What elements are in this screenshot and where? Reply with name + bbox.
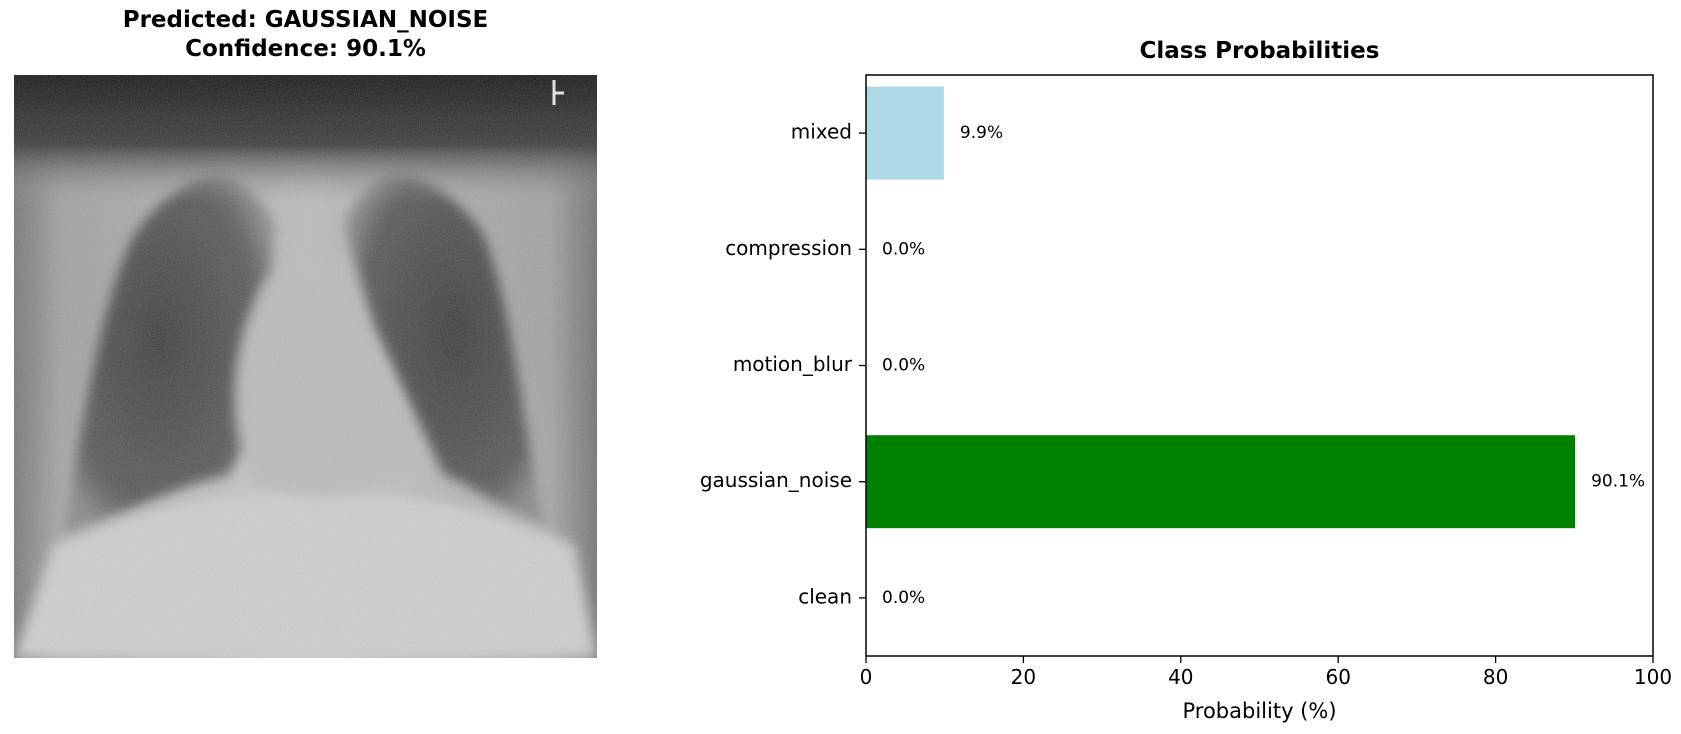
plot-frame (865, 74, 1654, 657)
x-tick-label-80: 80 (1483, 665, 1508, 689)
value-label-mixed: 9.9% (960, 123, 1003, 143)
chart-title: Class Probabilities (1139, 38, 1380, 64)
x-tick-label-20: 20 (1011, 665, 1036, 689)
y-tick-label-mixed: mixed (791, 120, 852, 144)
x-tick-label-40: 40 (1168, 665, 1193, 689)
x-axis-label: Probability (%) (1182, 699, 1336, 723)
predicted-class-label: Predicted: GAUSSIAN_NOISE (122, 7, 489, 33)
y-tick-label-clean: clean (798, 584, 852, 608)
value-label-gaussian_noise: 90.1% (1591, 472, 1645, 492)
value-label-clean: 0.0% (882, 588, 925, 608)
chest-xray-image (14, 75, 597, 658)
x-tick-label-100: 100 (1634, 665, 1672, 689)
x-tick-label-60: 60 (1325, 665, 1350, 689)
x-tick-label-0: 0 (860, 665, 873, 689)
bar-gaussian_noise (866, 435, 1576, 529)
y-tick-label-compression: compression (725, 236, 852, 260)
y-tick-label-motion_blur: motion_blur (733, 352, 853, 376)
y-tick-label-gaussian_noise: gaussian_noise (700, 468, 852, 492)
value-label-compression: 0.0% (882, 239, 925, 259)
confidence-label: Confidence: 90.1% (185, 36, 426, 62)
prediction-title: Predicted: GAUSSIAN_NOISE Confidence: 90… (14, 6, 597, 64)
value-label-motion_blur: 0.0% (882, 356, 925, 376)
bar-mixed (866, 86, 944, 180)
